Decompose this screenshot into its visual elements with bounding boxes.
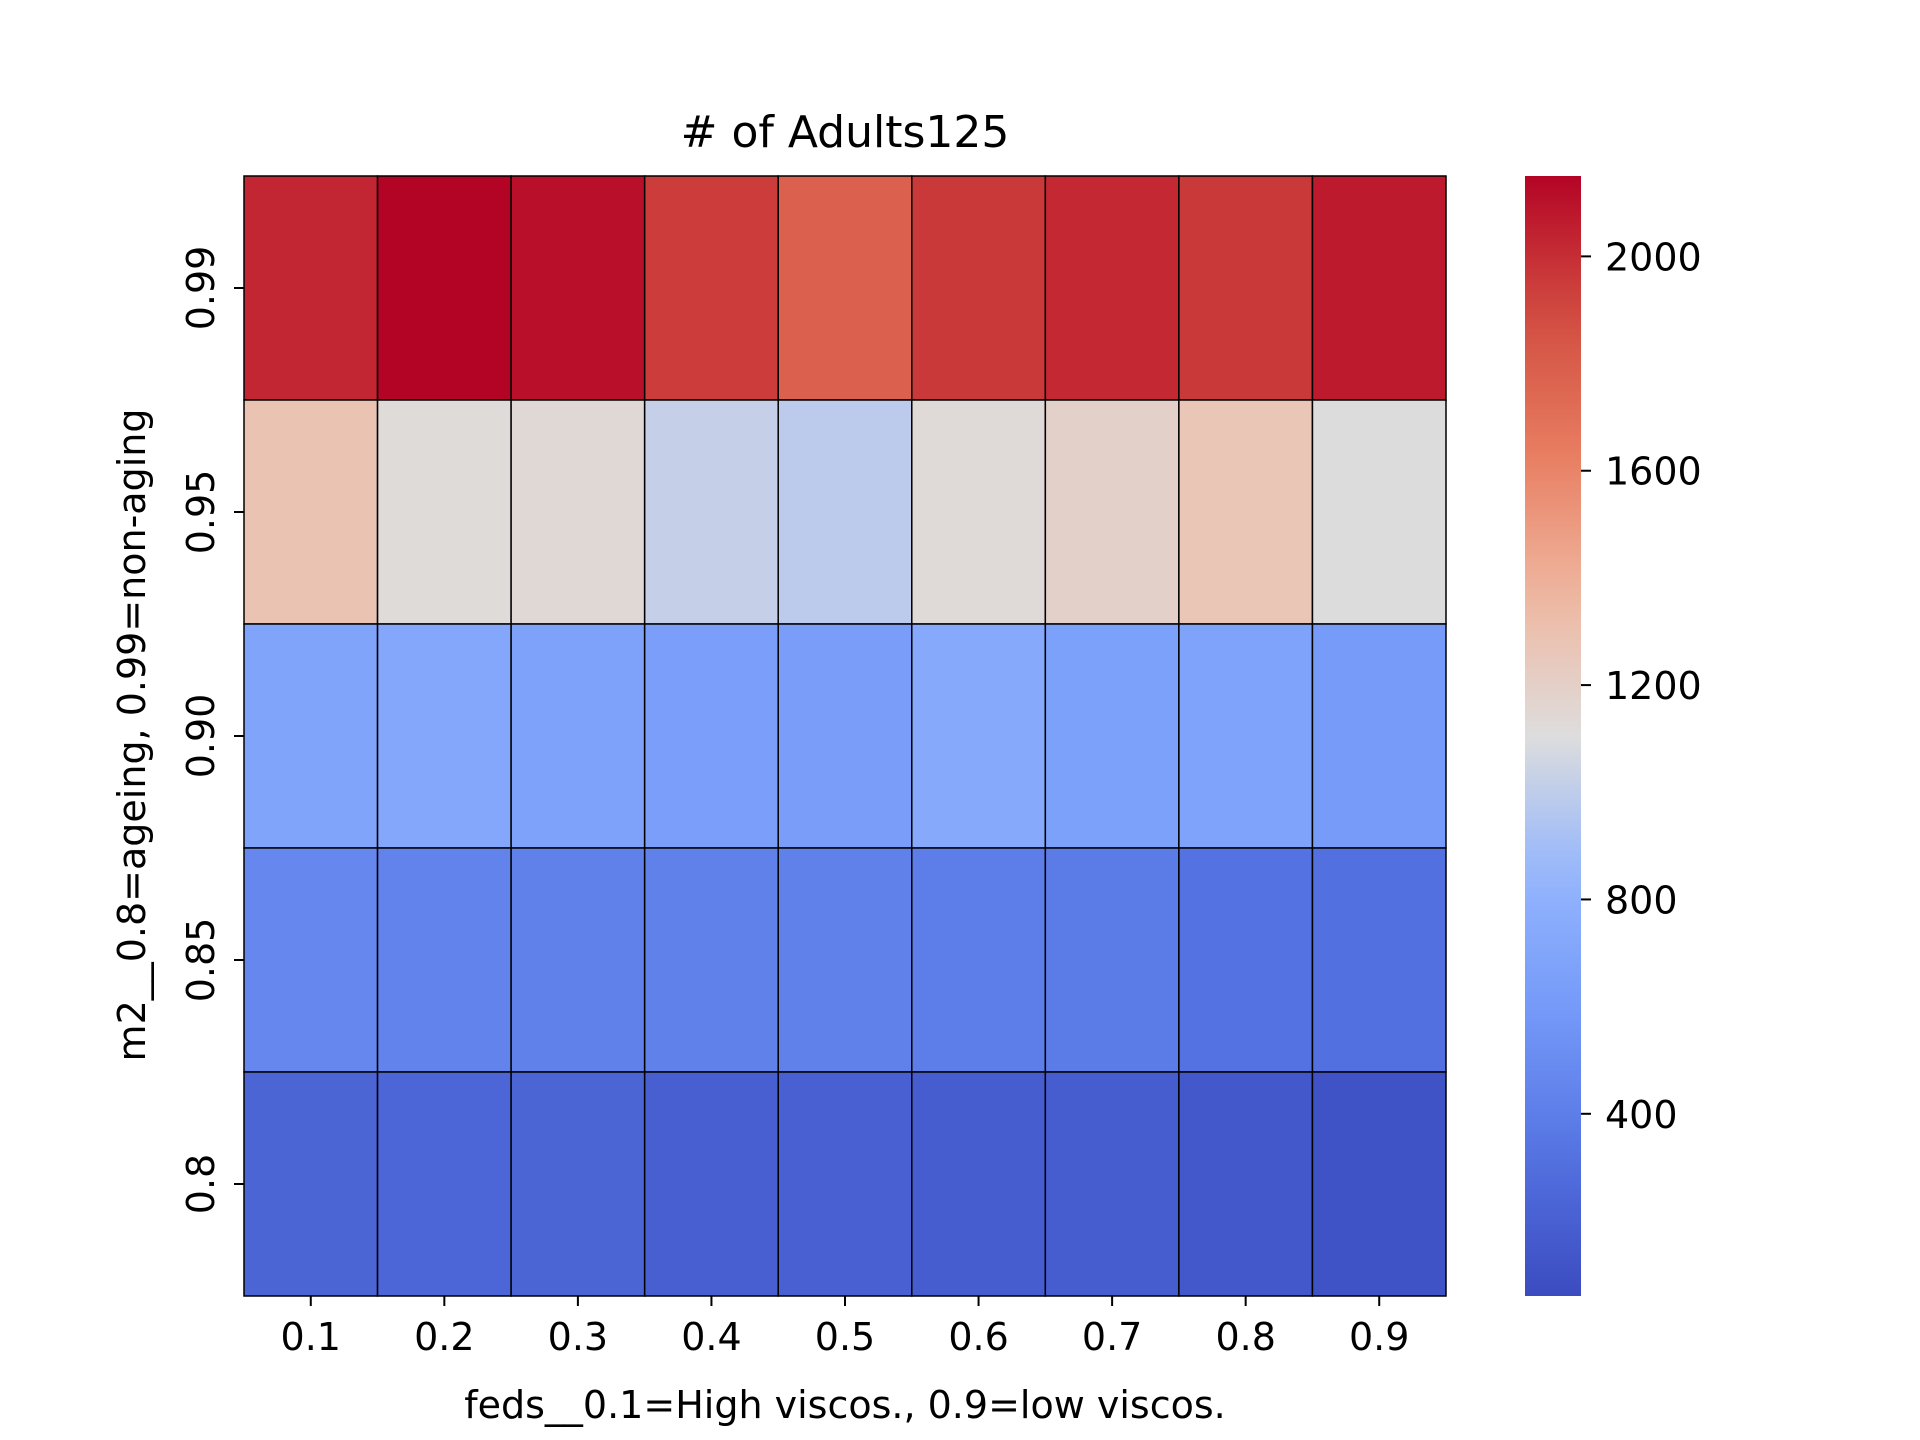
x-tick-label: 0.9 xyxy=(1349,1315,1409,1359)
x-axis-label: feds__0.1=High viscos., 0.9=low viscos. xyxy=(464,1383,1225,1427)
heatmap-cell xyxy=(1311,847,1447,1073)
heatmap-cell xyxy=(243,1071,379,1297)
heatmap-cell xyxy=(1178,399,1314,625)
heatmap-cell xyxy=(510,623,646,849)
x-tick-label: 0.1 xyxy=(281,1315,341,1359)
heatmap-cell xyxy=(376,847,512,1073)
heatmap-cell xyxy=(1178,1071,1314,1297)
heatmap-cell xyxy=(1044,175,1180,401)
x-tick-label: 0.8 xyxy=(1215,1315,1275,1359)
y-axis-ticks: 0.99 0.95 0.90 0.85 0.8 xyxy=(179,246,244,1214)
colorbar-tick-label: 1200 xyxy=(1605,664,1702,708)
heatmap-cell xyxy=(510,175,646,401)
heatmap-cell xyxy=(510,399,646,625)
heatmap-cell xyxy=(643,847,779,1073)
heatmap-cell xyxy=(510,847,646,1073)
heatmap-cell xyxy=(1178,847,1314,1073)
heatmap-cell xyxy=(911,623,1047,849)
colorbar-tick-label: 800 xyxy=(1605,878,1678,922)
heatmap-cell xyxy=(243,175,379,401)
heatmap-cell xyxy=(643,175,779,401)
heatmap-cell xyxy=(376,399,512,625)
x-tick-label: 0.2 xyxy=(414,1315,474,1359)
heatmap-cell xyxy=(243,399,379,625)
heatmap-cell xyxy=(643,1071,779,1297)
heatmap-cell xyxy=(643,623,779,849)
heatmap-cells xyxy=(243,175,1447,1297)
colorbar-tick-label: 400 xyxy=(1605,1093,1678,1137)
colorbar-tick-label: 1600 xyxy=(1605,450,1702,494)
heatmap-cell xyxy=(643,399,779,625)
heatmap-cell xyxy=(911,175,1047,401)
heatmap-cell xyxy=(911,399,1047,625)
y-axis-label: m2__0.8=ageing, 0.99=non-aging xyxy=(110,409,154,1062)
heatmap-cell xyxy=(376,623,512,849)
x-tick-label: 0.4 xyxy=(681,1315,741,1359)
heatmap-cell xyxy=(1178,175,1314,401)
heatmap-cell xyxy=(1311,175,1447,401)
colorbar-ticks: 400 800 1200 1600 2000 xyxy=(1581,235,1702,1137)
heatmap-cell xyxy=(777,399,913,625)
x-axis-ticks: 0.1 0.2 0.3 0.4 0.5 0.6 0.7 0.8 0.9 xyxy=(281,1296,1409,1359)
heatmap-cell xyxy=(1311,399,1447,625)
heatmap-cell xyxy=(1044,847,1180,1073)
heatmap-cell xyxy=(243,847,379,1073)
heatmap-cell xyxy=(777,175,913,401)
heatmap-cell xyxy=(1044,1071,1180,1297)
heatmap-cell xyxy=(1178,623,1314,849)
chart-title: # of Adults125 xyxy=(681,107,1010,158)
heatmap-cell xyxy=(510,1071,646,1297)
heatmap-cell xyxy=(777,847,913,1073)
y-tick-label: 0.8 xyxy=(179,1154,223,1214)
colorbar xyxy=(1525,176,1581,1296)
y-tick-label: 0.99 xyxy=(179,246,223,331)
heatmap-cell xyxy=(376,175,512,401)
heatmap-cell xyxy=(376,1071,512,1297)
heatmap-cell xyxy=(777,1071,913,1297)
heatmap-cell xyxy=(911,847,1047,1073)
x-tick-label: 0.5 xyxy=(815,1315,875,1359)
heatmap-cell xyxy=(1044,623,1180,849)
heatmap-cell xyxy=(1044,399,1180,625)
heatmap-cell xyxy=(777,623,913,849)
y-tick-label: 0.90 xyxy=(179,694,223,779)
x-tick-label: 0.7 xyxy=(1082,1315,1142,1359)
heatmap-cell xyxy=(1311,623,1447,849)
y-tick-label: 0.95 xyxy=(179,470,223,555)
heatmap-cell xyxy=(911,1071,1047,1297)
colorbar-tick-label: 2000 xyxy=(1605,235,1702,279)
heatmap-cell xyxy=(243,623,379,849)
y-tick-label: 0.85 xyxy=(179,918,223,1003)
heatmap-cell xyxy=(1311,1071,1447,1297)
x-tick-label: 0.3 xyxy=(548,1315,608,1359)
x-tick-label: 0.6 xyxy=(948,1315,1008,1359)
